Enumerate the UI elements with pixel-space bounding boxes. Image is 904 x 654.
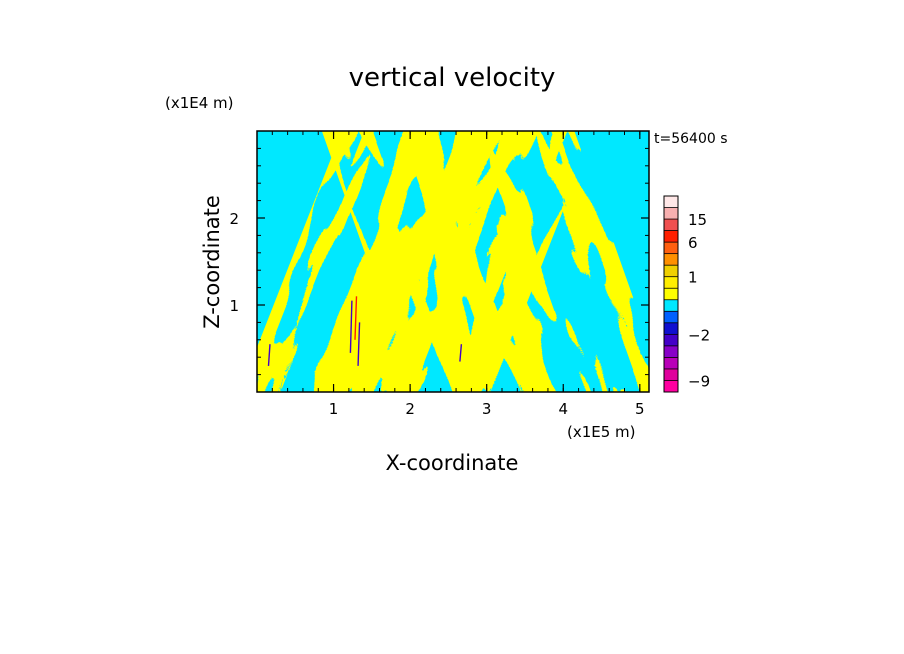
colorbar-frame: [663, 195, 679, 393]
colorbar-swatch: [664, 334, 678, 346]
y-axis-ticks: 12: [229, 147, 649, 376]
velocity-streak: [267, 344, 271, 366]
velocity-streak: [349, 300, 353, 353]
colorbar: 15 6 1 −2 −9: [663, 195, 710, 393]
colorbar-swatch: [664, 196, 678, 208]
colorbar-label: −2: [688, 326, 710, 344]
strong-velocity-streaks: [267, 296, 463, 366]
velocity-streak: [354, 296, 358, 340]
x-unit-label: (x1E5 m): [567, 423, 636, 441]
colorbar-label: 15: [688, 211, 707, 229]
colorbar-swatch: [664, 242, 678, 254]
x-tick-label: 4: [558, 400, 568, 418]
x-tick-label: 2: [405, 400, 415, 418]
colorbar-label: −9: [688, 372, 710, 390]
x-tick-label: 5: [635, 400, 645, 418]
x-tick-label: 1: [329, 400, 339, 418]
velocity-streak: [459, 344, 463, 362]
colorbar-swatch: [664, 219, 678, 231]
colorbar-swatch: [664, 380, 678, 392]
colorbar-swatch: [664, 322, 678, 335]
colorbar-swatch: [664, 299, 678, 312]
y-tick-label: 2: [229, 210, 239, 228]
colorbar-swatch: [664, 288, 678, 300]
contour-field: [257, 131, 649, 392]
colorbar-swatch: [664, 311, 678, 323]
x-tick-label: 3: [482, 400, 492, 418]
colorbar-swatch: [664, 276, 678, 289]
colorbar-swatch: [664, 345, 678, 358]
colorbar-swatch: [664, 265, 678, 277]
plot-frame: [256, 130, 650, 393]
colorbar-swatch: [664, 368, 678, 381]
positive-bands-right: [308, 131, 649, 392]
velocity-streak: [357, 322, 361, 366]
colorbar-swatch: [664, 207, 678, 220]
chart-title: vertical velocity: [349, 63, 556, 93]
y-axis-label: Z-coordinate: [200, 195, 224, 329]
colorbar-label: 6: [688, 234, 698, 252]
colorbar-swatch: [664, 357, 678, 369]
x-axis-label: X-coordinate: [386, 451, 519, 475]
y-tick-label: 1: [229, 297, 239, 315]
colorbar-swatch: [664, 253, 678, 266]
x-axis-ticks: 1 2 3 4 5: [271, 131, 645, 418]
y-unit-label: (x1E4 m): [165, 94, 234, 112]
time-label: t=56400 s: [654, 131, 728, 147]
colorbar-swatch: [664, 230, 678, 243]
colorbar-label: 1: [688, 269, 698, 287]
